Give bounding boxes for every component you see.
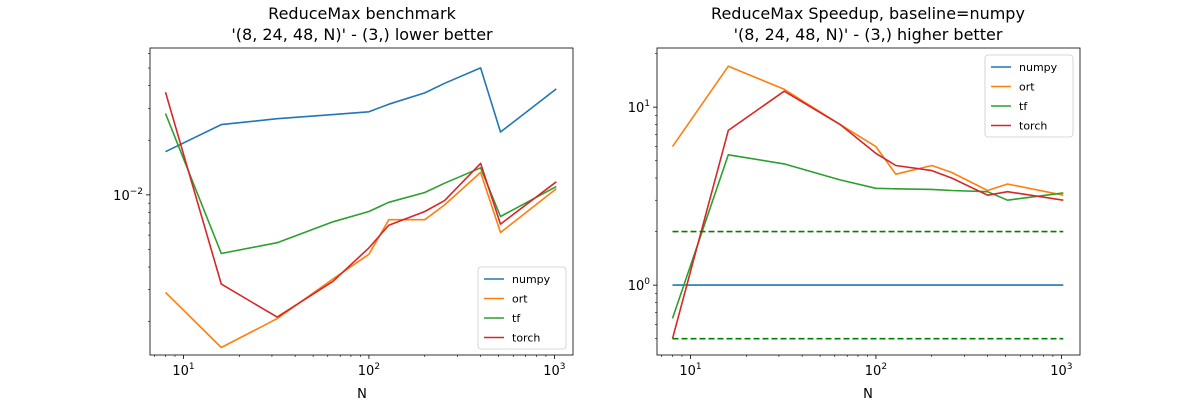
chart-title-line2: '(8, 24, 48, N)' - (3,) lower better <box>231 25 493 44</box>
chart-title-line1: ReduceMax Speedup, baseline=numpy <box>711 4 1025 23</box>
series-group <box>671 65 1064 340</box>
plot-area: 101 102 103 100 101 numpy ort tf torch <box>628 47 1081 379</box>
series-group <box>164 67 557 349</box>
benchmark-chart: ReduceMax benchmark '(8, 24, 48, N)' - (… <box>113 4 574 400</box>
series-line-torch <box>164 91 557 318</box>
series-line-tf <box>671 154 1064 319</box>
speedup-chart: ReduceMax Speedup, baseline=numpy '(8, 2… <box>628 4 1081 400</box>
x-tick-label: 101 <box>172 362 194 379</box>
legend-box <box>984 54 1074 138</box>
series-line-numpy <box>165 67 557 153</box>
y-tick-label: 100 <box>628 277 651 294</box>
series-line-ort <box>164 171 557 349</box>
legend: numpy ort tf torch <box>477 266 567 350</box>
legend-label-torch: torch <box>1019 120 1047 133</box>
x-axis-label: N <box>357 387 367 400</box>
series-line-ort <box>671 65 1064 196</box>
series-line-torch <box>671 90 1064 339</box>
x-tick-label: 102 <box>358 362 380 379</box>
legend-label-numpy: numpy <box>1019 61 1058 74</box>
legend-label-tf: tf <box>512 312 521 325</box>
x-axis-label: N <box>863 387 873 400</box>
x-tick-label: 102 <box>865 362 887 379</box>
axes-frame <box>149 47 574 356</box>
series-line-tf <box>164 113 557 255</box>
chart-title-line2: '(8, 24, 48, N)' - (3,) higher better <box>734 25 1003 44</box>
legend-label-tf: tf <box>1019 100 1028 113</box>
legend-box <box>477 266 567 350</box>
legend-label-numpy: numpy <box>512 273 551 286</box>
plot-area: 101 102 103 10−2 numpy ort tf torch <box>113 47 574 379</box>
y-tick-label: 10−2 <box>113 187 143 204</box>
legend: numpy ort tf torch <box>984 54 1074 138</box>
legend-label-torch: torch <box>512 332 540 345</box>
legend-label-ort: ort <box>512 293 528 306</box>
x-tick-label: 103 <box>1050 362 1072 379</box>
chart-title-line1: ReduceMax benchmark <box>268 4 456 23</box>
axes-frame <box>656 47 1081 356</box>
x-tick-label: 101 <box>679 362 701 379</box>
y-tick-label: 101 <box>628 99 650 116</box>
legend-label-ort: ort <box>1019 81 1035 94</box>
x-tick-label: 103 <box>543 362 565 379</box>
